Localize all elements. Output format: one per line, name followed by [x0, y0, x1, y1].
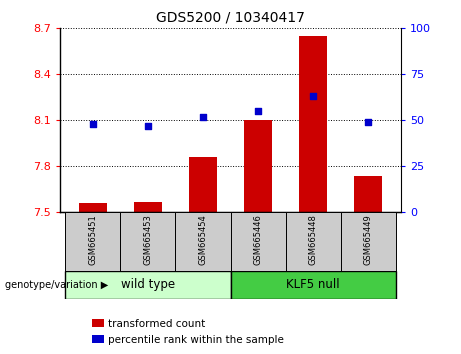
Bar [341, 212, 396, 271]
Text: percentile rank within the sample: percentile rank within the sample [108, 335, 284, 345]
Text: GSM665448: GSM665448 [308, 214, 318, 265]
Text: GSM665453: GSM665453 [143, 214, 153, 265]
Text: genotype/variation ▶: genotype/variation ▶ [5, 280, 108, 290]
Text: transformed count: transformed count [108, 319, 206, 329]
Title: GDS5200 / 10340417: GDS5200 / 10340417 [156, 10, 305, 24]
Bar [176, 212, 230, 271]
Bar [285, 212, 341, 271]
Bar [79, 203, 106, 212]
Point [309, 93, 317, 99]
Bar [230, 212, 285, 271]
Bar [65, 212, 120, 271]
Point [254, 108, 262, 114]
Point [199, 114, 207, 120]
Bar [120, 212, 176, 271]
Bar [134, 202, 162, 212]
Point [89, 121, 97, 127]
Text: GSM665451: GSM665451 [89, 214, 97, 265]
Bar [230, 271, 396, 299]
Bar [65, 271, 230, 299]
Text: GSM665449: GSM665449 [364, 214, 372, 265]
Text: KLF5 null: KLF5 null [286, 279, 340, 291]
Text: wild type: wild type [121, 279, 175, 291]
Bar [244, 120, 272, 212]
Text: GSM665454: GSM665454 [199, 214, 207, 265]
Bar [355, 176, 382, 212]
Text: GSM665446: GSM665446 [254, 214, 262, 265]
Point [364, 119, 372, 125]
Bar [189, 157, 217, 212]
Bar [299, 36, 327, 212]
Point [144, 123, 152, 129]
